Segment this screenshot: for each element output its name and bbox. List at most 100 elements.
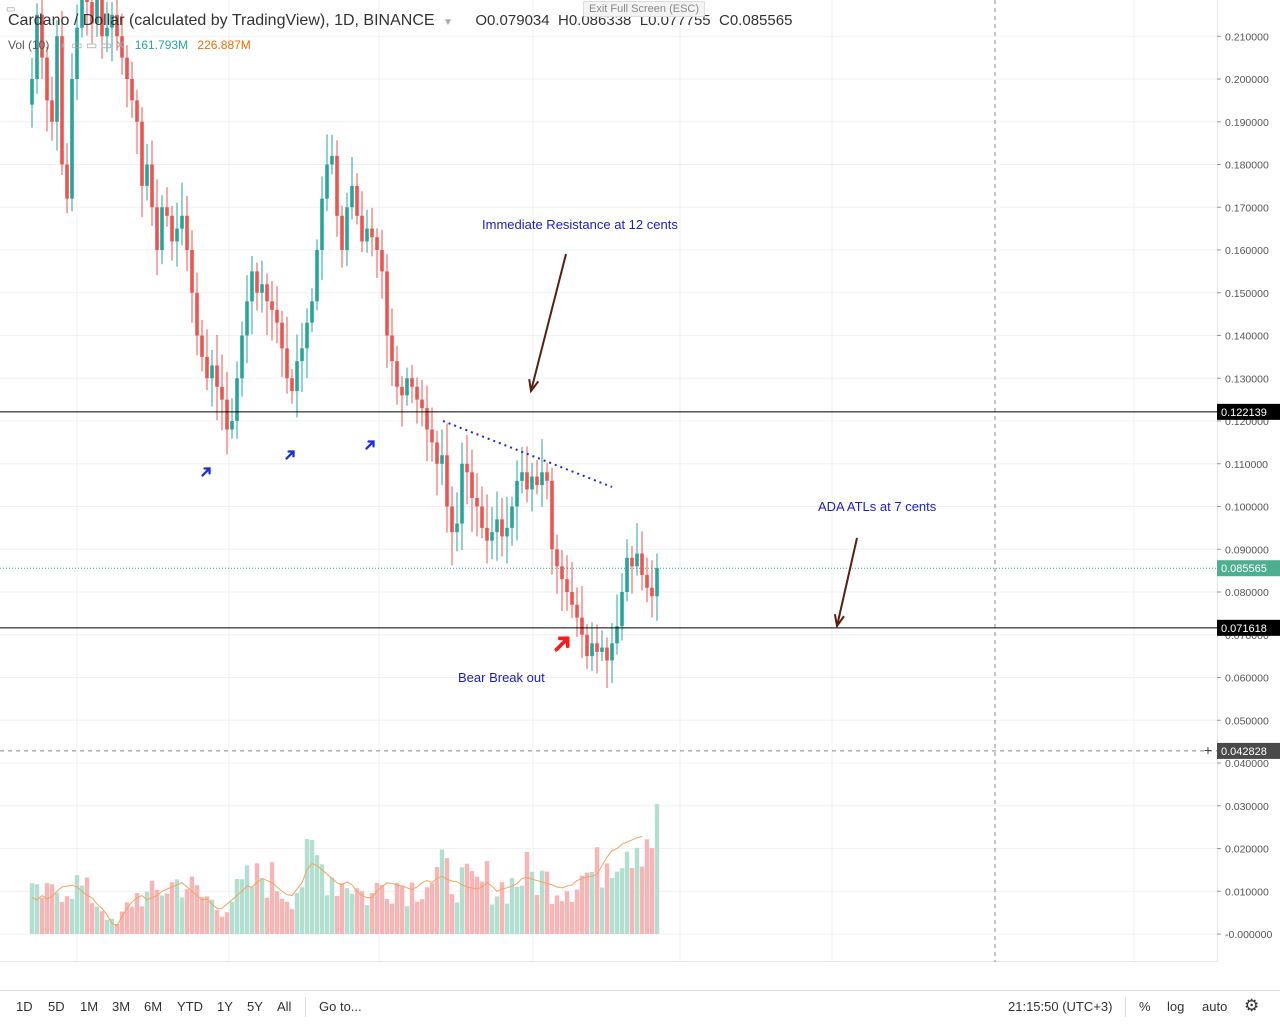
volume-bar xyxy=(354,888,360,934)
volume-bar xyxy=(634,847,640,934)
candle-body xyxy=(395,361,399,387)
volume-bar xyxy=(324,895,330,934)
volume-bar xyxy=(429,883,435,934)
volume-bar xyxy=(509,878,515,934)
volume-bar xyxy=(84,877,90,934)
candle-body xyxy=(495,519,499,533)
candle-body xyxy=(610,643,614,661)
volume-bar xyxy=(214,909,220,934)
volume-bar xyxy=(379,884,385,934)
candle-body xyxy=(80,0,84,28)
range-5y[interactable]: 5Y xyxy=(247,999,263,1014)
chart-area[interactable]: JunJulAugSepOctNov201904 Dec '18+Immedia… xyxy=(0,0,1217,984)
volume-bar xyxy=(629,868,635,934)
candle-body xyxy=(510,506,514,528)
log-toggle[interactable]: log xyxy=(1167,999,1185,1014)
price-tick-label: 0.100000 xyxy=(1225,502,1269,514)
resistance-arrow[interactable] xyxy=(530,253,567,392)
range-1m[interactable]: 1M xyxy=(80,999,99,1014)
price-chart-svg[interactable]: JunJulAugSepOctNov201904 Dec '18+Immedia… xyxy=(0,0,1217,984)
range-ytd[interactable]: YTD xyxy=(177,999,203,1014)
candle-body xyxy=(505,527,509,537)
volume-bar xyxy=(449,894,455,934)
candle-body xyxy=(175,228,179,242)
candle-body xyxy=(250,271,254,302)
volume-bar xyxy=(44,883,50,934)
candle-body xyxy=(340,215,344,250)
support-up-arrow[interactable] xyxy=(200,466,212,478)
price-scale-svg[interactable]: -0.000000 0.010000 0.020000 0.030000 0.04000… xyxy=(1216,0,1280,962)
goto-button[interactable]: Go to... xyxy=(319,999,362,1014)
candle-body xyxy=(195,292,199,336)
price-tick-label: 0.080000 xyxy=(1225,587,1269,599)
volume-bar xyxy=(359,891,365,934)
volume-bar xyxy=(34,884,40,934)
candle-body xyxy=(280,322,284,349)
candle-body xyxy=(140,121,144,186)
volume-bar xyxy=(424,887,430,934)
candle-body xyxy=(605,647,609,661)
volume-bar xyxy=(649,848,655,934)
auto-toggle[interactable]: auto xyxy=(1202,999,1228,1014)
range-all[interactable]: All xyxy=(277,999,292,1014)
toolbar-divider xyxy=(1125,997,1126,1017)
ohlc-open-label: O xyxy=(475,12,488,29)
bottom-toolbar: 1D 5D 1M 3M 6M YTD 1Y 5Y All Go to... 21… xyxy=(0,990,1280,1025)
range-1d[interactable]: 1D xyxy=(16,999,33,1014)
candle-body xyxy=(95,0,99,24)
candle-body xyxy=(425,408,429,430)
exit-fullscreen-button[interactable]: Exit Full Screen (ESC) xyxy=(583,1,706,17)
price-tick-label: 0.040000 xyxy=(1225,758,1269,770)
candle-body xyxy=(490,532,494,541)
volume-bar xyxy=(389,903,395,934)
candle-body xyxy=(385,271,389,336)
range-6m[interactable]: 6M xyxy=(144,999,163,1014)
range-5d[interactable]: 5D xyxy=(48,999,65,1014)
candle-body xyxy=(265,284,269,302)
crosshair-plus-icon[interactable]: + xyxy=(1204,742,1212,758)
candle-body xyxy=(55,36,59,122)
candle-body xyxy=(515,480,519,507)
volume-bar xyxy=(559,901,565,934)
collapse-icon[interactable]: ▭ xyxy=(6,4,16,15)
volume-bar xyxy=(119,911,125,934)
volume-bar xyxy=(339,883,345,934)
bear-breakout-arrow[interactable] xyxy=(552,634,571,653)
dotted-trendline[interactable] xyxy=(442,420,613,488)
candle-body xyxy=(40,14,44,58)
candle-body xyxy=(315,250,319,302)
range-3m[interactable]: 3M xyxy=(112,999,131,1014)
candle-body xyxy=(370,228,374,238)
volume-bar xyxy=(369,893,375,934)
volume-control-icons[interactable]: ◐ ▭ ▭ ▭ ✕ xyxy=(60,38,126,52)
atl-arrow[interactable] xyxy=(836,537,858,627)
volume-bar xyxy=(569,901,575,934)
volume-bar xyxy=(289,909,295,934)
volume-ma-value: 226.887M xyxy=(197,38,251,52)
candle-body xyxy=(455,523,459,533)
percent-toggle[interactable]: % xyxy=(1139,999,1151,1014)
support-up-arrow[interactable] xyxy=(284,449,296,461)
candle-body xyxy=(575,604,579,618)
volume-bar xyxy=(479,881,485,934)
volume-bar xyxy=(309,839,315,934)
series-controls[interactable]: ▭ xyxy=(6,4,15,15)
candle-body xyxy=(555,549,559,567)
range-1y[interactable]: 1Y xyxy=(217,999,233,1014)
volume-bar xyxy=(469,871,475,934)
volume-bar xyxy=(484,861,490,934)
support-up-arrow-shape xyxy=(201,467,211,477)
price-scale[interactable]: -0.000000 0.010000 0.020000 0.030000 0.04000… xyxy=(1216,0,1280,962)
clock-timezone[interactable]: 21:15:50 (UTC+3) xyxy=(1008,999,1113,1014)
gear-icon[interactable]: ⚙ xyxy=(1244,996,1260,1015)
dropdown-arrow-icon[interactable]: ▼ xyxy=(443,17,453,28)
price-tick-label: 0.110000 xyxy=(1225,459,1268,471)
candle-body xyxy=(210,365,214,379)
volume-bar xyxy=(264,897,270,934)
volume-bar xyxy=(619,868,625,934)
price-tick-label: 0.140000 xyxy=(1225,331,1269,343)
support-up-arrow[interactable] xyxy=(364,439,376,451)
candle-body xyxy=(295,361,299,392)
candle-body xyxy=(440,455,444,464)
candle-body xyxy=(90,2,94,24)
